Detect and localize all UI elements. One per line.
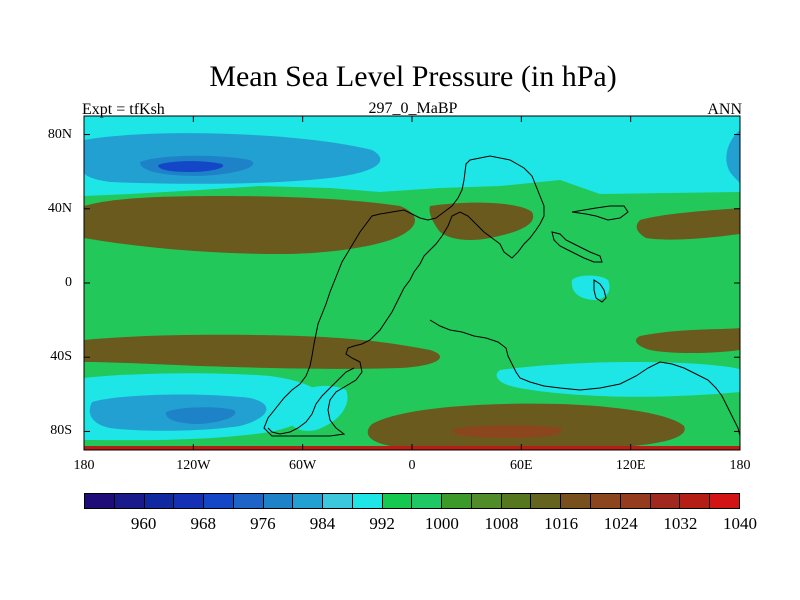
x-tick-label: 0 <box>408 458 416 473</box>
period-label: 297_0_MaBP <box>368 100 458 117</box>
colorbar-label: 1032 <box>663 514 698 533</box>
colorbar-label: 984 <box>309 514 336 533</box>
coastline-south-inner <box>267 367 355 435</box>
field-south-high-belt <box>84 334 440 369</box>
field-tropical-patch <box>571 275 610 300</box>
x-tick-label: 180 <box>73 458 95 473</box>
colorbar-label: 1000 <box>424 514 459 533</box>
field-north-high-west <box>84 196 415 254</box>
colorbar-label: 1016 <box>544 514 579 533</box>
season-label: ANN <box>707 101 742 118</box>
field-south-low-core <box>165 407 236 424</box>
colorbar-box <box>352 494 383 508</box>
colorbar-box <box>382 494 413 508</box>
colorbar-label: 1024 <box>603 514 638 533</box>
colorbar-box <box>114 494 145 508</box>
colorbar-label: 1040 <box>723 514 757 533</box>
x-tick-label: 60W <box>289 458 317 473</box>
field-south-high-east <box>635 328 740 353</box>
coastlines <box>263 155 740 437</box>
y-tick-label: 80S <box>50 423 72 439</box>
coastline-india-arc <box>429 319 740 437</box>
coastline-pangea <box>263 155 545 437</box>
coastline-east-block <box>551 231 603 263</box>
coastline-asia-islands <box>571 205 629 221</box>
colorbar-box <box>263 494 294 508</box>
field-north-high-east <box>636 208 740 240</box>
colorbar <box>84 493 740 509</box>
colorbar-label: 968 <box>190 514 217 533</box>
x-tick-label: 180 <box>729 458 751 473</box>
colorbar-label: 992 <box>369 514 395 533</box>
colorbar-box <box>680 494 711 508</box>
colorbar-box <box>561 494 592 508</box>
pressure-field <box>84 116 740 450</box>
y-tick-label: 40S <box>50 349 72 365</box>
x-tick-label: 120W <box>176 458 211 473</box>
colorbar-box <box>471 494 502 508</box>
colorbar-box <box>293 494 324 508</box>
field-north-high-asia <box>429 202 534 240</box>
field-antarctic-high-core <box>451 425 562 438</box>
colorbar-label: 976 <box>250 514 276 533</box>
y-tick-label: 0 <box>65 275 72 290</box>
colorbar-box <box>174 494 205 508</box>
colorbar-box <box>233 494 264 508</box>
colorbar-box <box>620 494 651 508</box>
y-tick-label: 80N <box>47 126 72 142</box>
colorbar-box <box>531 494 562 508</box>
colorbar-box <box>442 494 472 508</box>
colorbar-box <box>591 494 621 508</box>
colorbar-box <box>85 494 115 508</box>
colorbar-box <box>204 494 234 508</box>
colorbar-box <box>144 494 175 508</box>
colorbar-label: 960 <box>130 514 157 533</box>
colorbar-label: 1008 <box>484 514 519 533</box>
colorbar-box <box>650 494 681 508</box>
coastline-tropical-island <box>593 279 607 303</box>
y-tick-label: 40N <box>47 200 72 216</box>
map-title: Mean Sea Level Pressure (in hPa) <box>209 60 617 93</box>
field-north-low-core <box>158 161 224 172</box>
experiment-label: Expt = tfKsh <box>82 101 165 118</box>
colorbar-box <box>412 494 443 508</box>
x-tick-label: 120E <box>615 458 646 473</box>
field-east-low <box>726 130 740 184</box>
colorbar-box <box>501 494 532 508</box>
colorbar-box <box>323 494 353 508</box>
axis-ticks <box>83 116 741 450</box>
colorbar-box <box>710 494 739 508</box>
x-tick-label: 60E <box>510 458 533 473</box>
